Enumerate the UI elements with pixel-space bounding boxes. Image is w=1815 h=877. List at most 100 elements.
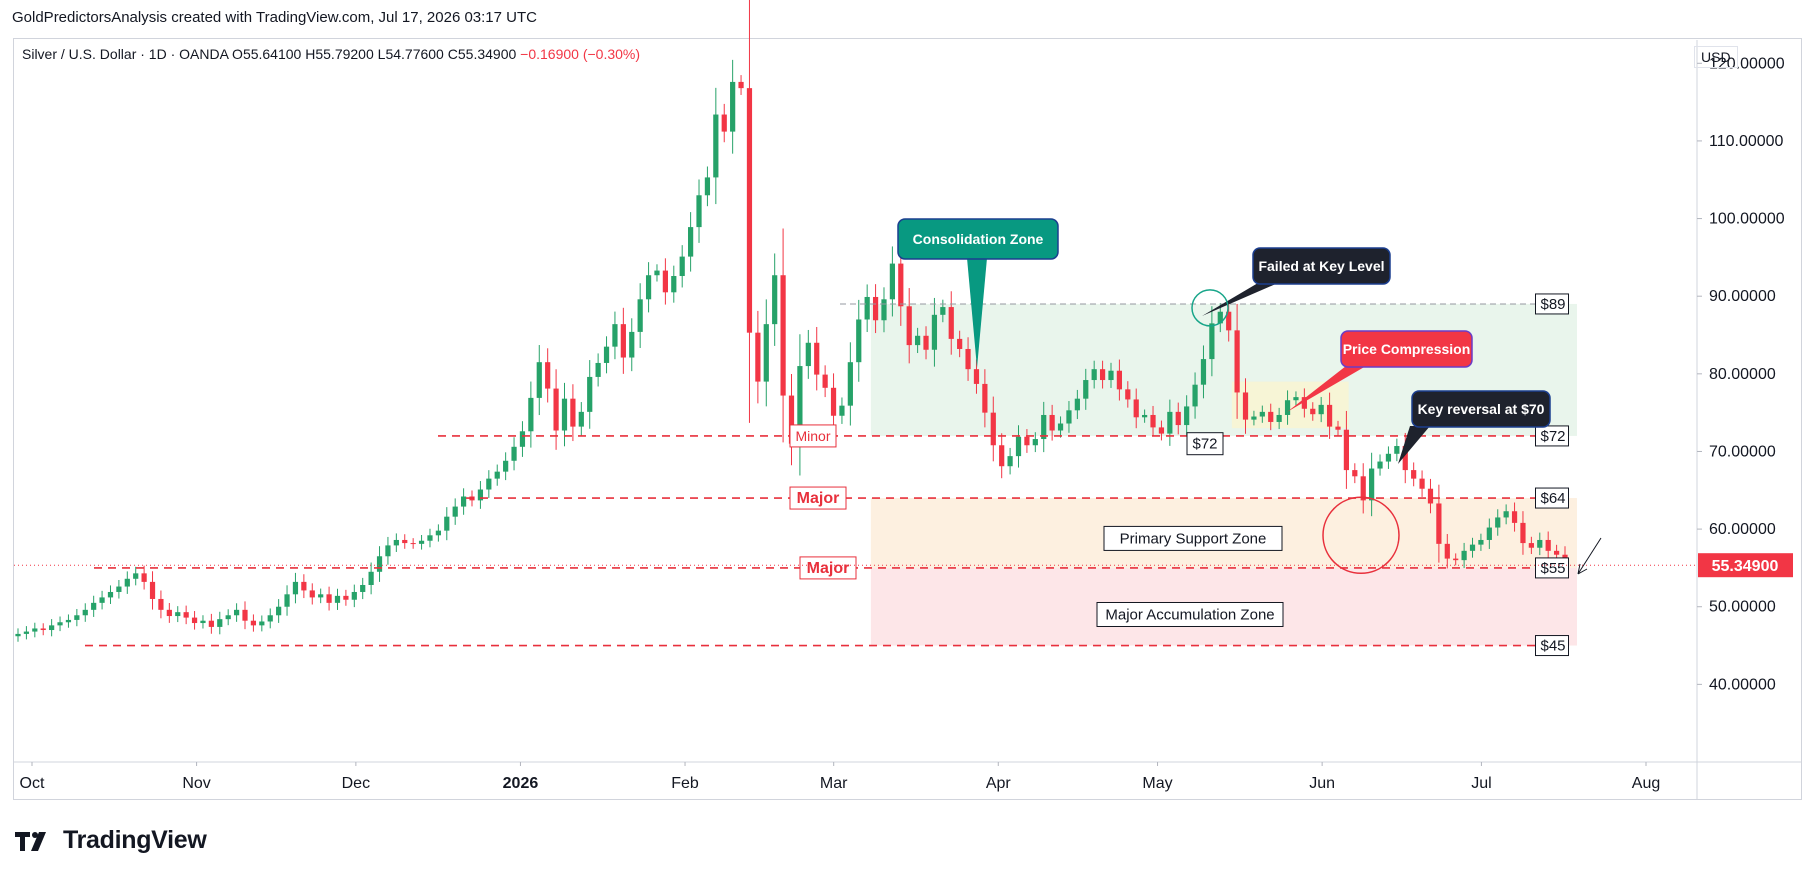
x-tick-label: Jul xyxy=(1471,775,1491,792)
candle-body xyxy=(460,496,467,507)
candle-body xyxy=(1024,436,1030,446)
candle-body xyxy=(1133,399,1139,418)
last-price-tag: 55.34900 xyxy=(1712,558,1779,575)
candle-body xyxy=(1284,400,1291,415)
candle-body xyxy=(822,374,828,388)
tradingview-logo-icon xyxy=(15,831,46,851)
candle-body xyxy=(494,471,500,479)
candle-body xyxy=(1116,370,1123,390)
candle-body xyxy=(326,594,332,603)
candle-body xyxy=(393,539,399,546)
candle-body xyxy=(309,590,315,598)
callout-key-reversal-bubble xyxy=(1411,390,1551,428)
candle-body xyxy=(578,411,584,427)
candle-body xyxy=(91,602,97,610)
candle-body xyxy=(1444,543,1450,559)
candle-body xyxy=(233,609,240,616)
x-tick-label: Dec xyxy=(342,775,370,792)
candle-body xyxy=(746,88,753,333)
candle-body xyxy=(839,405,845,416)
candle-body xyxy=(847,362,853,406)
candle-body xyxy=(915,335,921,346)
x-tick-label: May xyxy=(1142,775,1172,792)
candle-body xyxy=(1301,397,1307,409)
candle-body xyxy=(124,578,130,587)
open-label: O xyxy=(232,46,243,62)
candle-body xyxy=(553,388,559,431)
candle-body xyxy=(713,114,719,178)
y-tick-label: 40.00000 xyxy=(1709,676,1776,693)
x-tick-label: Nov xyxy=(182,775,210,792)
candle-body xyxy=(1175,411,1181,426)
candle-body xyxy=(814,342,820,375)
y-tick-label: 90.00000 xyxy=(1709,288,1776,305)
callout-failed-key-level-pointer xyxy=(1202,283,1278,316)
candle-body xyxy=(292,581,299,595)
candle-body xyxy=(503,460,509,472)
candle-body xyxy=(940,307,946,315)
level-tag-label: $45 xyxy=(1541,638,1566,655)
candle-body xyxy=(1226,311,1232,331)
candle-body xyxy=(830,387,837,416)
candle-body xyxy=(116,586,122,592)
candle-body xyxy=(410,543,416,545)
candle-body xyxy=(1453,558,1459,561)
candle-body xyxy=(1032,439,1038,446)
arrow-annotation-icon xyxy=(1577,537,1602,575)
candle-body xyxy=(452,506,458,517)
candle-body xyxy=(1293,397,1299,401)
candle-body xyxy=(82,609,88,616)
candle-body xyxy=(149,581,156,599)
tradingview-logo[interactable]: TradingView xyxy=(13,826,207,855)
candle-body xyxy=(603,346,610,363)
zone-label-primary-support: Primary Support Zone xyxy=(1120,530,1267,547)
candle-body xyxy=(318,594,324,598)
candle-body xyxy=(1495,517,1501,528)
support-test-circle xyxy=(1322,496,1400,575)
candle-body xyxy=(65,619,72,623)
candle-body xyxy=(1503,511,1509,518)
candle-body xyxy=(982,383,988,413)
candle-body xyxy=(545,362,551,389)
candle-body xyxy=(637,299,643,332)
candle-body xyxy=(133,573,139,579)
candle-body xyxy=(1192,384,1198,407)
level-tag-box xyxy=(1535,557,1569,579)
y-tick-label: 70.00000 xyxy=(1709,443,1776,460)
candle-body xyxy=(1478,539,1484,545)
callout-consolidation-bubble xyxy=(897,218,1059,260)
candle-body xyxy=(948,307,954,339)
candle-body xyxy=(561,398,568,431)
candle-body xyxy=(671,276,677,293)
candle-body xyxy=(906,306,912,346)
low-label: L xyxy=(377,46,386,62)
callout-price-compression-bubble xyxy=(1340,330,1473,368)
low-value: 54.77600 xyxy=(385,46,444,62)
level-inline-box xyxy=(799,556,857,580)
x-tick-label: Apr xyxy=(986,775,1012,792)
currency-selector[interactable]: USD xyxy=(1694,46,1738,68)
candle-body xyxy=(1142,414,1148,418)
level-tag-label: $55 xyxy=(1541,560,1566,577)
open-value: 55.64100 xyxy=(242,46,302,62)
candle-body xyxy=(595,362,601,377)
symbol-legend[interactable]: Silver / U.S. Dollar · 1D · OANDA O55.64… xyxy=(22,46,640,62)
candle-body xyxy=(477,489,484,501)
candle-body xyxy=(730,81,736,132)
level-inline-label: Minor xyxy=(795,428,830,444)
candle-body xyxy=(1553,550,1560,555)
candle-body xyxy=(402,539,408,544)
candle-body xyxy=(225,615,231,620)
candle-body xyxy=(519,431,526,447)
candle-body xyxy=(957,338,963,349)
callout-consolidation-pointer xyxy=(967,258,987,368)
candle-body xyxy=(536,362,542,398)
candle-body xyxy=(889,263,895,300)
callout-failed-key-level-bubble xyxy=(1252,247,1391,285)
candle-body xyxy=(208,620,214,627)
candle-body xyxy=(200,620,206,624)
x-tick-label: Jun xyxy=(1309,775,1335,792)
candle-body xyxy=(385,545,391,557)
failed-level-circle xyxy=(1191,289,1229,327)
